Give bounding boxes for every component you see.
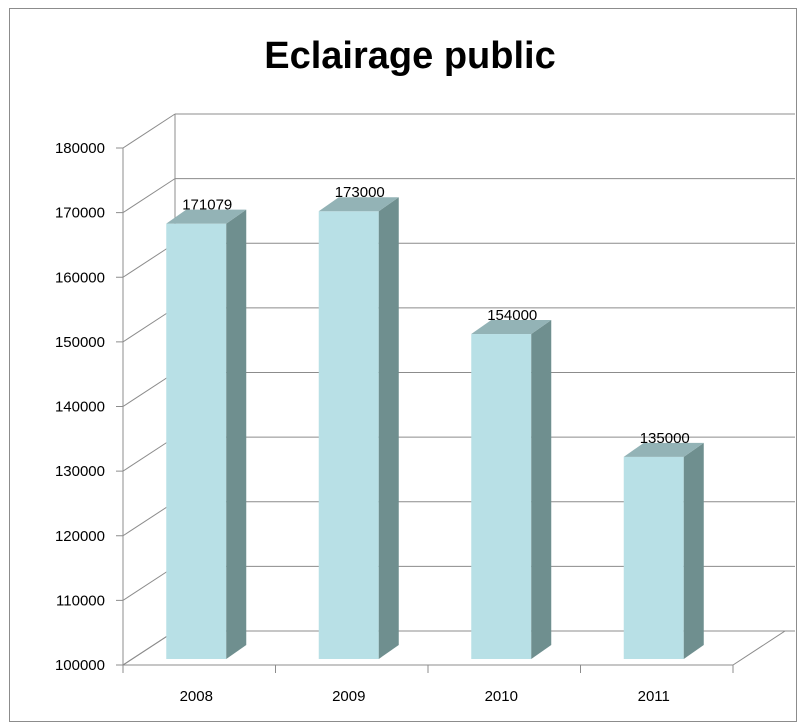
y-tick-label: 180000 bbox=[55, 140, 105, 157]
bar-top bbox=[166, 209, 247, 224]
y-tick-label: 120000 bbox=[55, 528, 105, 545]
y-tick-label: 170000 bbox=[55, 205, 105, 222]
y-tick-label: 100000 bbox=[55, 657, 105, 674]
gridline-side bbox=[122, 113, 176, 149]
chart-title: Eclairage public bbox=[264, 35, 555, 77]
data-labels: 171079 173000 154000 135000 bbox=[182, 184, 690, 447]
x-tick-labels: 2008 2009 2010 2011 bbox=[180, 688, 670, 705]
y-tick-label: 150000 bbox=[55, 334, 105, 351]
y-tick-label: 140000 bbox=[55, 399, 105, 416]
bar-top bbox=[318, 197, 399, 212]
bar-side bbox=[531, 320, 552, 659]
floor-plane bbox=[121, 630, 787, 666]
bar-side bbox=[683, 442, 704, 659]
x-tick-label: 2010 bbox=[485, 688, 518, 705]
axes bbox=[116, 147, 734, 673]
y-tick-label: 130000 bbox=[55, 463, 105, 480]
bar-side bbox=[378, 197, 399, 660]
y-tick-labels: 100000 110000 120000 130000 140000 150000 1600… bbox=[55, 140, 105, 674]
bar-front bbox=[623, 456, 684, 659]
bar-front bbox=[166, 223, 227, 659]
gridline-side bbox=[122, 178, 176, 214]
data-label: 173000 bbox=[335, 184, 385, 201]
x-tick-label: 2011 bbox=[638, 688, 670, 705]
y-tick-label: 110000 bbox=[56, 592, 105, 609]
bar bbox=[471, 320, 552, 659]
bar-top bbox=[471, 320, 552, 335]
y-tick-label: 160000 bbox=[55, 269, 105, 286]
bar bbox=[166, 209, 247, 659]
bars bbox=[166, 197, 704, 660]
bar bbox=[623, 442, 704, 659]
bar-front bbox=[471, 334, 532, 659]
x-tick-label: 2008 bbox=[180, 688, 213, 705]
bar-top bbox=[623, 442, 704, 457]
bar-side bbox=[226, 209, 247, 659]
bar-front bbox=[318, 211, 379, 660]
data-label: 171079 bbox=[182, 197, 232, 214]
data-label: 154000 bbox=[487, 307, 537, 324]
data-label: 135000 bbox=[640, 430, 690, 447]
x-tick-label: 2009 bbox=[332, 688, 365, 705]
bar bbox=[318, 197, 399, 660]
